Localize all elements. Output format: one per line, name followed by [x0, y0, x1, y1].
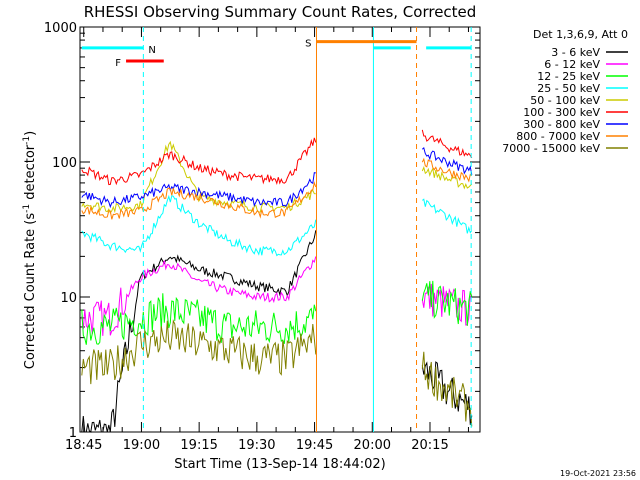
x-tick-label: 18:45	[65, 438, 102, 453]
series-trace	[81, 172, 316, 209]
legend-entry-label: 300 - 800 keV	[523, 118, 600, 131]
y-label-part2: detector	[23, 144, 38, 204]
x-tick-label: 20:00	[354, 438, 391, 453]
y-label-sup2: -1	[22, 136, 32, 145]
legend-entry-label: 12 - 25 keV	[537, 70, 600, 83]
series-trace	[81, 319, 317, 385]
series-trace	[421, 165, 473, 190]
chart-title: RHESSI Observing Summary Count Rates, Co…	[84, 3, 477, 21]
series-trace	[421, 146, 473, 175]
legend-entry-label: 3 - 6 keV	[551, 46, 600, 59]
x-tick-label: 19:30	[238, 438, 275, 453]
y-label-part3: )	[23, 131, 38, 136]
legend-entry-label: 800 - 7000 keV	[516, 130, 600, 143]
x-tick-label: 19:15	[180, 438, 217, 453]
y-label-part1: Corrected Count Rate (s	[23, 213, 38, 370]
y-axis-label: Corrected Count Rate (s-1 detector-1)	[22, 131, 38, 369]
legend-entry-label: 100 - 300 keV	[523, 106, 600, 119]
y-tick-label: 1000	[44, 21, 77, 36]
legend-entry-label: 6 - 12 keV	[544, 58, 600, 71]
series-trace	[81, 293, 317, 345]
x-tick-label: 20:15	[411, 438, 448, 453]
series-trace	[421, 280, 473, 326]
legend-entry-label: 25 - 50 keV	[537, 82, 600, 95]
plot-area: 1 10 100 1000 18:45 19:00 19:15 19:30 19:45 20:00…	[44, 21, 481, 453]
y-tick-label: 1	[69, 426, 77, 441]
y-tick-label: 10	[60, 291, 77, 306]
x-axis-label: Start Time (13-Sep-14 18:44:02)	[174, 457, 385, 472]
legend-header: Det 1,3,6,9, Att 0	[533, 28, 628, 41]
series-trace	[81, 181, 317, 220]
x-tick-label: 19:00	[123, 438, 160, 453]
legend-entry-label: 50 - 100 keV	[530, 94, 600, 107]
series-trace	[421, 283, 473, 326]
series-trace	[421, 129, 473, 159]
series-trace	[421, 157, 473, 183]
series-trace	[81, 230, 317, 433]
y-label-sup1: -1	[22, 204, 32, 213]
x-tick-label: 19:45	[296, 438, 333, 453]
series-trace	[421, 351, 473, 427]
footer-timestamp: 19-Oct-2021 23:56	[560, 469, 636, 478]
series-trace	[81, 137, 317, 186]
series-trace	[422, 198, 473, 234]
state-bar-label: F	[115, 58, 121, 69]
state-bar-label: N	[148, 45, 155, 56]
y-tick-label: 100	[52, 156, 77, 171]
legend-entry-label: 7000 - 15000 keV	[502, 142, 600, 155]
plot-frame	[79, 26, 481, 433]
state-bar-label: S	[305, 39, 311, 50]
series-trace	[81, 256, 317, 336]
series-trace	[81, 194, 317, 257]
